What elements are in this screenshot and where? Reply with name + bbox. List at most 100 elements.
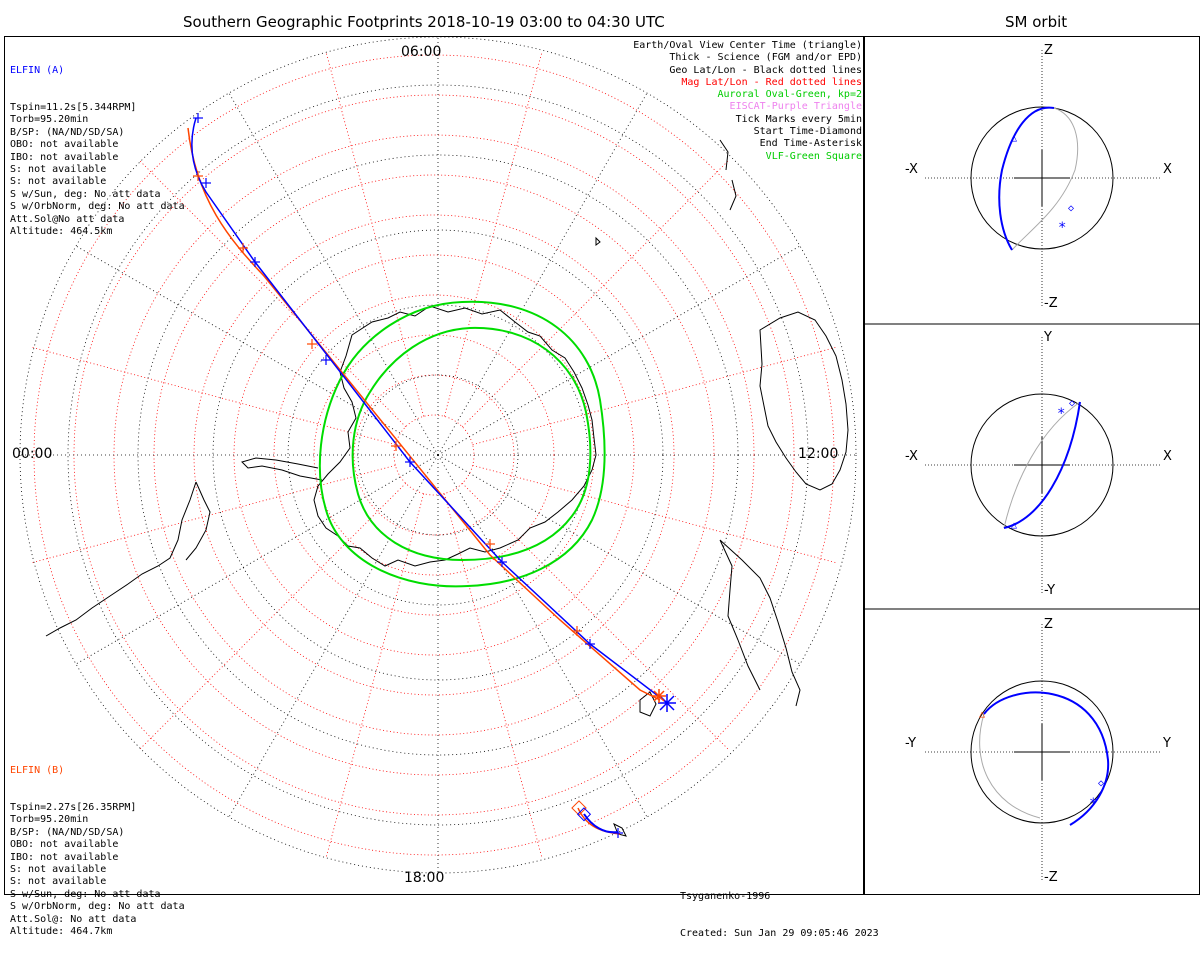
legend-item: End Time-Asterisk bbox=[759, 138, 862, 150]
hour-label-right: 12:00 bbox=[798, 446, 839, 462]
main-title: Southern Geographic Footprints 2018-10-1… bbox=[183, 13, 665, 31]
sm3-start-diamond: ◇ bbox=[1098, 778, 1104, 789]
geo-lon-line bbox=[75, 245, 439, 456]
mag-lon-line bbox=[462, 483, 730, 751]
new-zealand-coastline bbox=[719, 139, 737, 211]
elfin-a-name: ELFIN (A) bbox=[10, 64, 65, 76]
sm1-end-asterisk: * bbox=[1058, 220, 1066, 236]
elfin-a-info-lines: Tspin=11.2s[5.344RPM] Torb=95.20min B/SP: … bbox=[10, 102, 185, 238]
model-label: Tsyganenko-1996 bbox=[680, 890, 771, 902]
sm2-orbit-gray bbox=[1003, 401, 1081, 529]
sm2-orbit-blue bbox=[1003, 401, 1081, 529]
sm1-triangle: △ bbox=[1011, 133, 1017, 144]
legend-item: Auroral Oval-Green, kp=2 bbox=[717, 89, 863, 101]
geo-lon-line bbox=[437, 92, 648, 456]
sm-axis-label-left: -X bbox=[905, 162, 918, 177]
auroral-oval-inner bbox=[351, 326, 592, 562]
elfin-a-info-line: S w/OrbNorm, deg: No att data bbox=[10, 201, 185, 213]
legend-item: Start Time-Diamond bbox=[753, 126, 862, 138]
mag-lon-line bbox=[443, 51, 543, 417]
track-tick-marks bbox=[193, 113, 623, 838]
sm-axis-label-right: X bbox=[1163, 449, 1172, 464]
map-legend: Earth/Oval View Center Time (triangle) Th… bbox=[633, 40, 862, 163]
footprint-map-canvas bbox=[4, 36, 1200, 895]
elfin-b-info-line: S w/OrbNorm, deg: No att data bbox=[10, 901, 185, 913]
auroral-ovals bbox=[318, 300, 606, 588]
sm3-orbit-gray bbox=[979, 713, 1041, 819]
elfin-a-track-segment bbox=[583, 813, 619, 834]
geo-lat-circle bbox=[67, 84, 809, 826]
sm2-triangle: △ bbox=[1011, 520, 1017, 531]
sm-axis-label-left: -X bbox=[905, 449, 918, 464]
sm3-end-asterisk: * bbox=[1089, 796, 1097, 812]
elfin-a-info-line: Tspin=11.2s[5.344RPM] bbox=[10, 102, 137, 114]
antarctica-coastline bbox=[313, 305, 597, 567]
legend-item: Earth/Oval View Center Time (triangle) bbox=[633, 40, 862, 51]
geo-lon-line bbox=[228, 92, 439, 456]
legend-item: VLF-Green Square bbox=[765, 150, 862, 162]
elfin-a-info-line: Altitude: 464.5km bbox=[10, 226, 113, 238]
elfin-b-info-line: B/SP: (NA/ND/SD/SA) bbox=[10, 826, 125, 838]
south-georgia-coastline bbox=[613, 822, 627, 837]
elfin-b-info-line: OBO: not available bbox=[10, 839, 119, 851]
hour-label-top: 06:00 bbox=[401, 44, 442, 60]
mag-lon-line bbox=[443, 493, 543, 859]
elfin-b-info-line: Tspin=2.27s[26.35RPM] bbox=[10, 802, 137, 814]
sm2-end-asterisk: * bbox=[1057, 406, 1065, 422]
elfin-a-info: ELFIN (A) Tspin=11.2s[5.344RPM] Torb=95.2… bbox=[10, 40, 185, 251]
sm3-orbit-blue bbox=[983, 691, 1110, 826]
south-america-coastline bbox=[45, 481, 211, 637]
sm-axis-label-left: -Y bbox=[905, 736, 917, 751]
auroral-oval-outer bbox=[318, 300, 606, 588]
mag-lon-line bbox=[30, 464, 396, 564]
created-label: Created: Sun Jan 29 09:05:46 2023 bbox=[680, 928, 879, 940]
geo-lat-lon-grid bbox=[19, 36, 857, 874]
sm-axis-label-bottom: -Z bbox=[1044, 296, 1058, 311]
legend-item: Geo Lat/Lon - Black dotted lines bbox=[669, 64, 862, 76]
sm1-orbit-blue bbox=[998, 106, 1055, 251]
elfin-b-end-asterisk bbox=[652, 689, 666, 703]
elfin-a-info-line: S: not available bbox=[10, 176, 107, 188]
mag-lon-line bbox=[138, 483, 406, 751]
elfin-b-info-line: S w/Sun, deg: No att data bbox=[10, 888, 161, 900]
mag-lon-line bbox=[462, 159, 730, 427]
hour-label-bottom: 18:00 bbox=[404, 870, 445, 886]
elfin-a-info-line: Att.Sol@No att data bbox=[10, 213, 125, 225]
sm3-triangle: △ bbox=[979, 709, 985, 720]
sm2-start-diamond: ◇ bbox=[1069, 398, 1075, 409]
mag-lon-line bbox=[472, 464, 838, 564]
geo-lon-line bbox=[437, 454, 801, 665]
hour-label-left: 00:00 bbox=[12, 446, 53, 462]
sm1-orbit-gray bbox=[1011, 107, 1079, 251]
antarctic-peninsula-coastline bbox=[241, 457, 323, 481]
geo-lon-line bbox=[437, 245, 801, 456]
elfin-b-name: ELFIN (B) bbox=[10, 764, 65, 776]
elfin-b-info: ELFIN (B) Tspin=2.27s[26.35RPM] Torb=95.2… bbox=[10, 740, 185, 951]
geo-lon-line bbox=[75, 454, 439, 665]
mag-lon-line bbox=[325, 493, 425, 859]
elfin-b-info-line: S: not available bbox=[10, 876, 107, 888]
sm-axis-label-top: Z bbox=[1044, 617, 1053, 632]
legend-item: EISCAT-Purple Triangle bbox=[729, 101, 862, 113]
track-markers bbox=[571, 689, 676, 822]
mag-lon-line bbox=[472, 346, 838, 446]
elfin-b-info-line: Att.Sol@: No att data bbox=[10, 913, 137, 925]
geo-lon-line bbox=[437, 454, 648, 818]
elfin-b-info-line: Altitude: 464.7km bbox=[10, 926, 113, 938]
africa-coastline bbox=[719, 539, 801, 707]
sm-axis-label-top: Z bbox=[1044, 43, 1053, 58]
elfin-a-info-line: B/SP: (NA/ND/SD/SA) bbox=[10, 126, 125, 138]
elfin-a-track bbox=[191, 117, 667, 703]
geo-lon-line bbox=[228, 454, 439, 818]
elfin-b-info-line: Torb=95.20min bbox=[10, 814, 89, 826]
sm-axis-label-bottom: -Y bbox=[1044, 583, 1056, 598]
geo-lat-circle bbox=[287, 304, 589, 606]
sm1-start-diamond: ◇ bbox=[1068, 203, 1074, 214]
sm-axis-label-bottom: -Z bbox=[1044, 870, 1058, 885]
kerguelen-coastline bbox=[595, 236, 601, 246]
legend-item: Mag Lat/Lon - Red dotted lines bbox=[681, 76, 862, 88]
elfin-a-info-line: Torb=95.20min bbox=[10, 114, 89, 126]
elfin-b-start-diamond bbox=[571, 800, 587, 816]
elfin-b-info-lines: Tspin=2.27s[26.35RPM] Torb=95.20min B/SP: … bbox=[10, 802, 185, 938]
mag-lon-line bbox=[138, 159, 406, 427]
